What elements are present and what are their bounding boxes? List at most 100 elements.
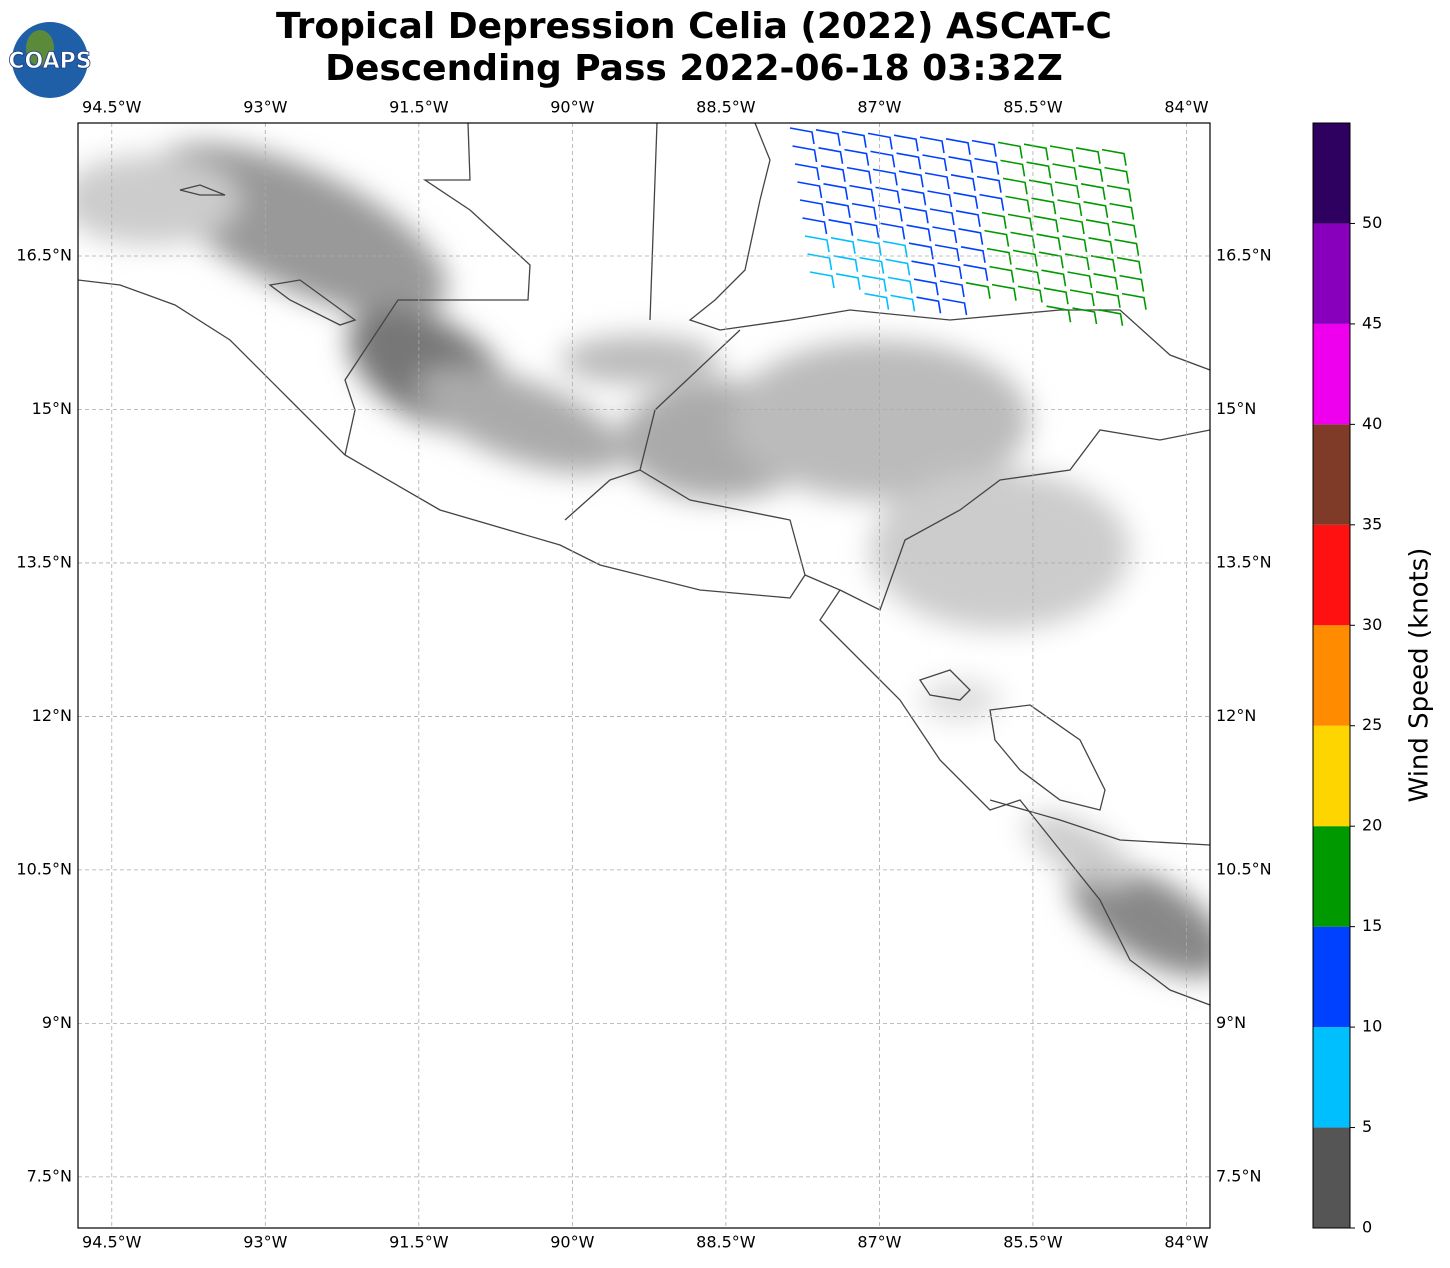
wind-barb [799, 199, 825, 217]
lon-tick-label: 91.5°W [389, 98, 449, 117]
border [989, 799, 1210, 846]
wind-barb [1012, 249, 1038, 267]
wind-barb [1114, 238, 1140, 256]
wind-barb [841, 130, 867, 148]
wind-barb [984, 229, 1010, 247]
border [839, 429, 1210, 611]
island [179, 184, 357, 326]
wind-barb [870, 150, 896, 168]
wind-barb [1098, 309, 1124, 326]
wind-barb [981, 211, 1007, 229]
wind-barb [1026, 161, 1052, 179]
lon-tick-label: 93°W [243, 1233, 287, 1252]
colorbar-bin [1313, 1127, 1350, 1228]
border [639, 469, 806, 576]
wind-barb [887, 276, 913, 294]
wind-barb [893, 134, 919, 152]
wind-barb [1017, 285, 1043, 303]
wind-barb [1046, 305, 1072, 323]
wind-barb [1054, 181, 1080, 199]
wind-barb [937, 262, 963, 280]
colorbar-bin [1313, 625, 1350, 726]
wind-barb [1005, 195, 1031, 213]
wind-barb [864, 292, 890, 310]
lon-tick-label: 85.5°W [1003, 98, 1063, 117]
wind-barb [906, 224, 932, 242]
colorbar-bin [1313, 524, 1350, 626]
wind-barb [875, 186, 901, 204]
wind-barb [997, 141, 1023, 159]
wind-barb [976, 175, 1002, 193]
wind-barb [1093, 273, 1119, 290]
logo: COAPS [8, 22, 92, 98]
wind-barb [916, 296, 942, 314]
wind-barb [1023, 143, 1049, 161]
wind-barb [1116, 256, 1142, 274]
lon-tick-label: 93°W [243, 98, 287, 117]
wind-barb [846, 166, 872, 184]
terrain [78, 143, 1210, 977]
wind-barb [851, 202, 877, 220]
wind-barb [1067, 271, 1093, 289]
wind-barb [898, 170, 924, 188]
wind-barb [835, 273, 861, 290]
map-frame [77, 122, 1211, 1229]
lat-tick-label: 7.5°N [27, 1166, 72, 1185]
colorbar-tick-label: 40 [1362, 414, 1382, 433]
colorbar-label: Wind Speed (knots) [1405, 548, 1435, 803]
wind-barb [823, 183, 849, 200]
wind-barb [830, 237, 856, 254]
wind-barb [1119, 274, 1145, 292]
lon-tick-label: 88.5°W [696, 1233, 756, 1252]
wind-barb [986, 247, 1012, 265]
colorbar-tick-label: 25 [1362, 715, 1382, 734]
wind-barb [911, 260, 937, 278]
colorbar-tick-label: 30 [1362, 615, 1382, 634]
wind-barb [1000, 159, 1026, 177]
wind-barb [833, 255, 859, 272]
border [344, 123, 531, 456]
wind-barb [953, 192, 979, 209]
wind-barb [1062, 235, 1088, 253]
colorbar-bin [1313, 323, 1350, 425]
wind-barb [901, 188, 927, 206]
wind-barb [890, 294, 916, 312]
wind-barb [797, 181, 823, 199]
wind-barb [1078, 165, 1104, 182]
colorbar-bin [1313, 725, 1350, 827]
wind-barb [1090, 255, 1116, 272]
wind-barb [919, 136, 945, 154]
lon-tick-label: 94.5°W [82, 1233, 142, 1252]
wind-barb [1111, 220, 1137, 238]
wind-barb [1010, 231, 1036, 249]
ocean [78, 123, 1210, 1228]
wind-barb [825, 201, 851, 218]
colorbar-tick-label: 10 [1362, 1017, 1382, 1036]
colorbar-bin [1313, 424, 1350, 525]
wind-barb [922, 154, 948, 172]
wind-barb [1085, 219, 1111, 236]
logo-land [26, 30, 54, 66]
wind-barb [1064, 253, 1090, 271]
wind-barb [844, 148, 870, 166]
lake [918, 669, 971, 701]
wind-barb [1033, 215, 1059, 233]
wind-barb [1052, 163, 1078, 181]
wind-barb [913, 278, 939, 296]
wind-barb [1069, 289, 1095, 307]
lon-tick-label: 87°W [857, 98, 901, 117]
wind-barb [1072, 307, 1098, 325]
wind-barb [1015, 267, 1041, 285]
wind-barb [802, 217, 828, 235]
coastline [688, 123, 1210, 371]
lon-tick-label: 94.5°W [82, 98, 142, 117]
wind-barb [1106, 184, 1132, 202]
lat-tick-label: 13.5°N [16, 552, 72, 571]
lat-tick-label: 9°N [1216, 1013, 1246, 1032]
lon-tick-label: 85.5°W [1003, 1233, 1063, 1252]
colorbar-tick-label: 15 [1362, 916, 1382, 935]
lon-tick-label: 90°W [550, 1233, 594, 1252]
logo-text: COAPS [8, 49, 91, 74]
wind-barb [991, 283, 1017, 301]
